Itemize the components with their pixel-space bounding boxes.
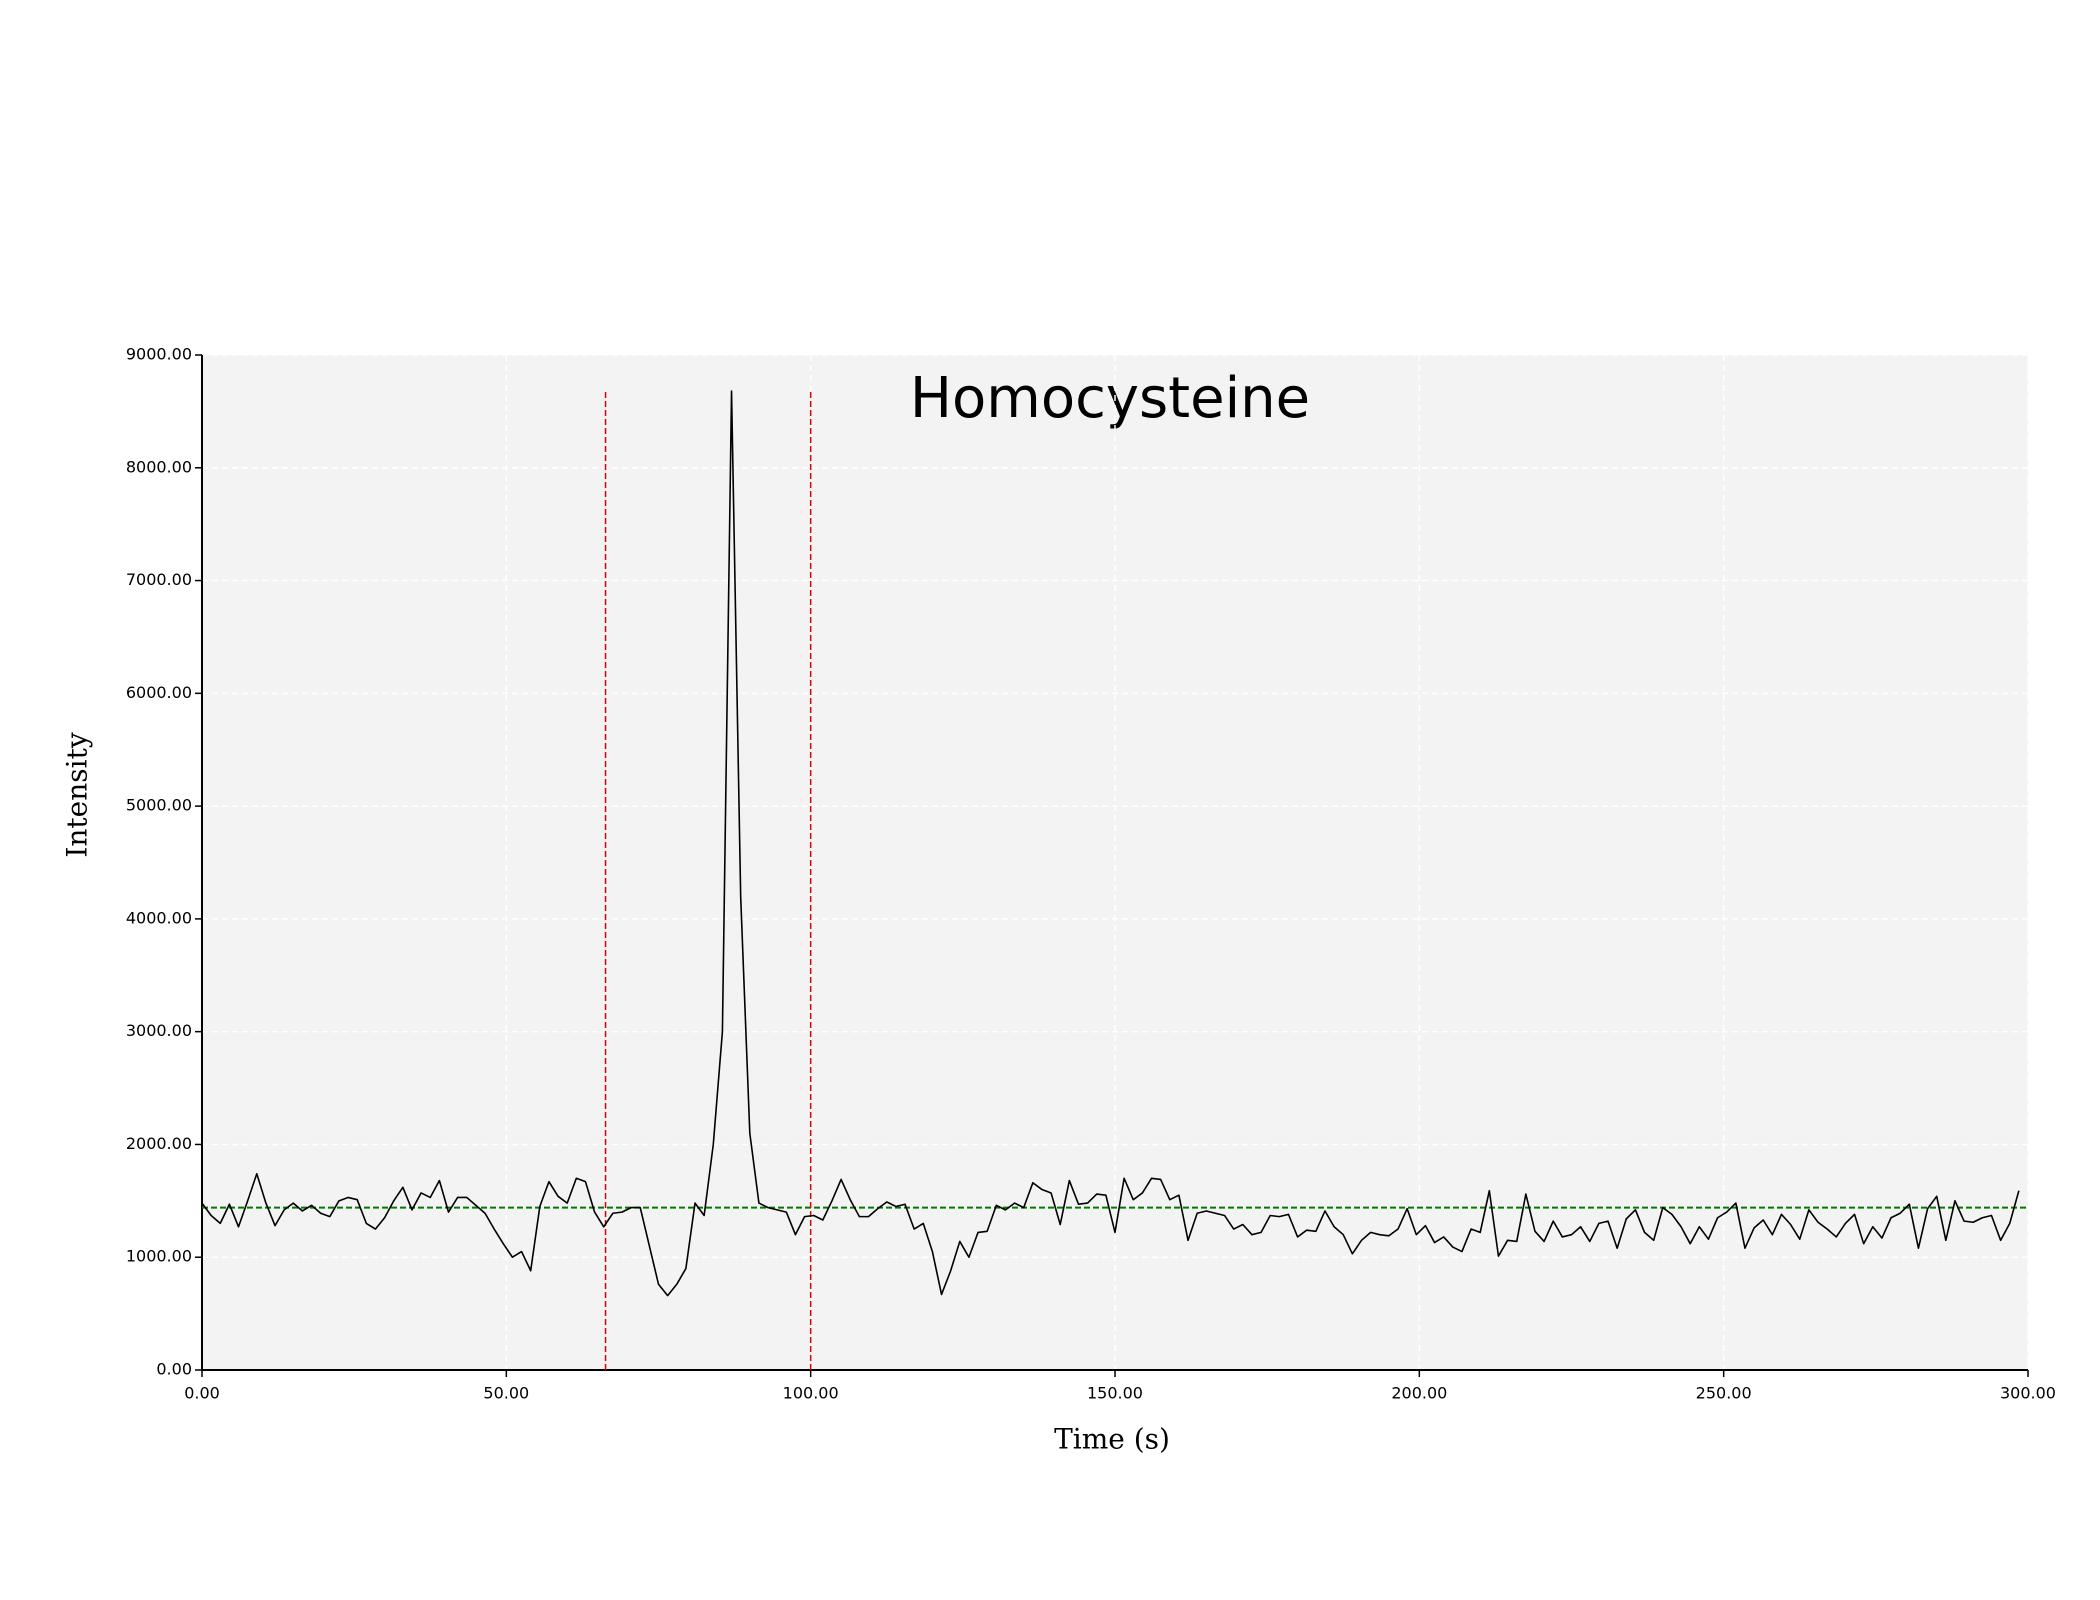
y-tick-label: 0.00 — [156, 1360, 192, 1379]
x-axis-label: Time (s) — [1054, 1423, 1170, 1456]
y-tick-label: 5000.00 — [126, 796, 192, 815]
y-axis-label: Intensity — [61, 732, 94, 858]
x-tick-label: 100.00 — [783, 1384, 839, 1403]
y-tick-label: 1000.00 — [126, 1247, 192, 1266]
y-tick-label: 3000.00 — [126, 1021, 192, 1040]
x-tick-label: 150.00 — [1087, 1384, 1143, 1403]
x-tick-label: 50.00 — [483, 1384, 529, 1403]
x-tick-label: 250.00 — [1696, 1384, 1752, 1403]
x-tick-label: 200.00 — [1391, 1384, 1447, 1403]
x-tick-label: 300.00 — [2000, 1384, 2056, 1403]
y-tick-label: 7000.00 — [126, 570, 192, 589]
y-tick-label: 9000.00 — [126, 345, 192, 364]
x-tick-label: 0.00 — [184, 1384, 220, 1403]
y-tick-label: 2000.00 — [126, 1134, 192, 1153]
y-tick-label: 8000.00 — [126, 457, 192, 476]
chart-title: Homocysteine — [910, 366, 1310, 431]
y-tick-label: 6000.00 — [126, 683, 192, 702]
y-tick-label: 4000.00 — [126, 908, 192, 927]
data-line — [201, 390, 2020, 1297]
